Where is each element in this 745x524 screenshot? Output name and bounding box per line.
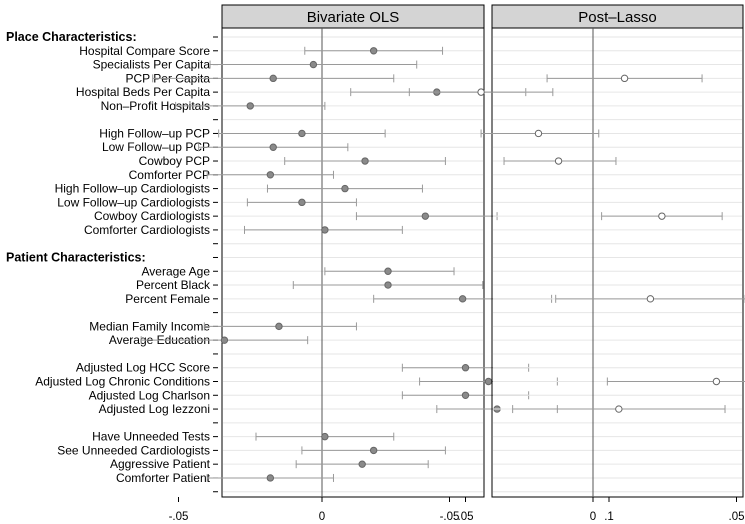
section-header: Place Characteristics: [6,30,137,44]
row-label: Cowboy PCP [139,154,210,168]
row-label: Adjusted Log Chronic Conditions [35,375,210,389]
plot-frame [221,27,485,498]
point-estimate [384,281,392,289]
x-tick-label: -.05 [169,511,189,523]
x-tick-label: .1 [604,511,614,523]
row-label: Have Unneeded Tests [92,430,210,444]
row-label: Average Age [141,264,210,278]
point-estimate [554,157,563,165]
row-label: Adjusted Log Charlson [89,388,210,402]
row-label: Median Family Income [89,319,210,333]
coefficient-marks [140,46,558,482]
point-estimate [461,391,470,399]
x-axis: -.05 0 .05 .1 [440,497,745,523]
point-estimate [658,212,666,220]
x-tick-label: .05 [458,511,474,523]
point-estimate [266,474,275,482]
point-estimate [484,377,493,386]
point-estimate [361,157,369,165]
point-estimate [321,432,329,441]
point-estimate [309,60,318,69]
point-estimate [620,74,629,83]
row-label: Cowboy Cardiologists [94,209,210,223]
point-estimate [421,212,430,220]
point-estimate [321,226,329,234]
row-label: Adjusted Log HCC Score [76,361,210,375]
row-label: Percent Female [125,292,210,306]
row-label: Adjusted Log Iezzoni [99,402,210,416]
x-axis: -.05 0 .05 .1 [169,497,614,523]
row-label: Aggressive Patient [110,457,211,471]
panel-post-lasso: Post–Lasso -.05 0 .05 .1 [408,4,745,523]
point-estimate [298,129,306,138]
row-label: See Unneeded Cardiologists [57,443,210,457]
plot-frame [491,27,744,498]
section-header: Patient Characteristics: [6,250,146,264]
point-estimate [269,143,277,151]
panel-bivariate-ols: Bivariate OLS -.05 0 .05 .1 [140,4,614,523]
row-labels: Place Characteristics:Hospital Compare S… [6,30,218,493]
row-label: Comforter PCP [129,168,210,182]
point-estimate [220,336,229,344]
point-estimate [298,198,306,207]
point-estimate [358,460,366,468]
x-tick-label: 0 [590,511,596,523]
row-label: High Follow–up Cardiologists [55,182,210,196]
point-estimate [646,295,655,303]
row-label: High Follow–up PCP [99,126,210,140]
row-label: Comforter Cardiologists [84,223,210,237]
point-estimate [369,47,378,55]
row-label: Specialists Per Capita [93,58,211,72]
point-estimate [458,295,467,303]
x-tick-label: -.05 [440,511,460,523]
point-estimate [384,267,392,275]
point-estimate [266,171,275,179]
point-estimate [615,405,623,413]
coefficient-marks [408,74,745,414]
x-tick-label: .05 [729,511,745,523]
point-estimate [275,322,283,331]
point-estimate [246,102,254,110]
point-estimate [341,184,349,193]
gridlines [493,28,742,497]
row-label: Low Follow–up PCP [102,140,210,154]
point-estimate [712,377,721,386]
panel-title: Post–Lasso [578,9,656,26]
point-estimate [269,74,277,83]
x-tick-label: 0 [319,511,325,523]
point-estimate [477,88,485,96]
panel-title: Bivariate OLS [307,9,400,26]
row-label: Percent Black [136,278,211,292]
gridlines [223,28,483,497]
point-estimate [369,446,378,455]
point-estimate [461,364,470,372]
row-label: Hospital Compare Score [79,44,210,58]
row-label: Non–Profit Hospitals [101,99,210,113]
point-estimate [534,129,543,138]
row-label: Comforter Patient [116,471,211,485]
row-label: Hospital Beds Per Capita [76,85,210,99]
row-label: Low Follow–up Cardiologists [57,195,210,209]
